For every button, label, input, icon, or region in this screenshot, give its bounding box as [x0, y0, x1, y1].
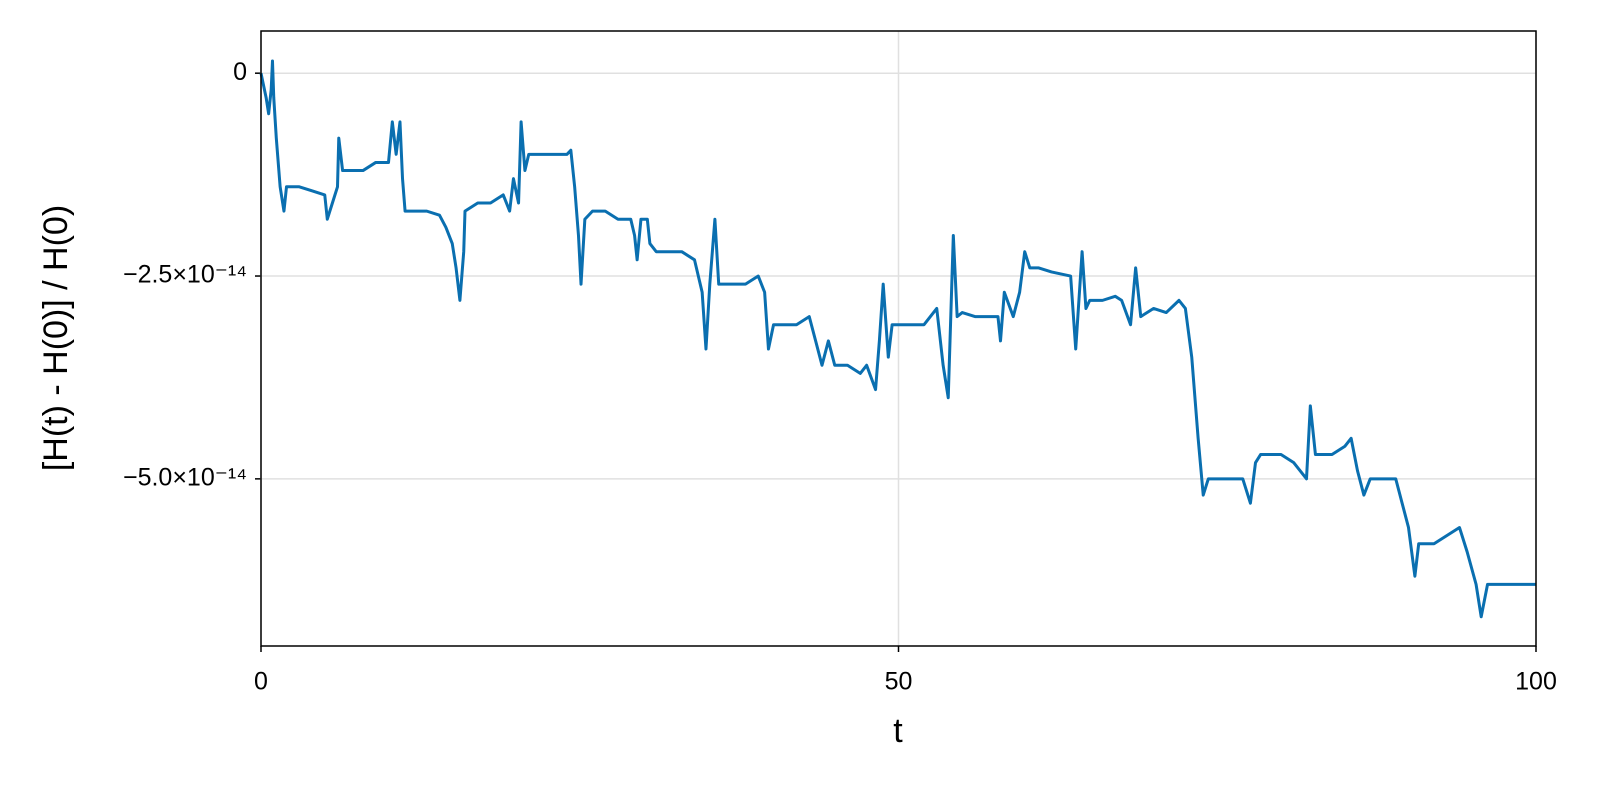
x-tick-label: 50 [885, 668, 913, 696]
y-axis-label: [H(t) - H(0)] / H(0) [37, 205, 75, 471]
x-tick-label: 0 [254, 668, 268, 696]
y-tick-label: −2.5×10⁻¹⁴ [123, 261, 247, 289]
x-axis-label: t [893, 712, 903, 750]
y-tick-label: −5.0×10⁻¹⁴ [123, 463, 247, 491]
plot-frame [260, 30, 1537, 647]
data-line [259, 59, 1536, 619]
y-tick-label: 0 [233, 58, 247, 86]
x-tick-label: 100 [1515, 668, 1557, 696]
